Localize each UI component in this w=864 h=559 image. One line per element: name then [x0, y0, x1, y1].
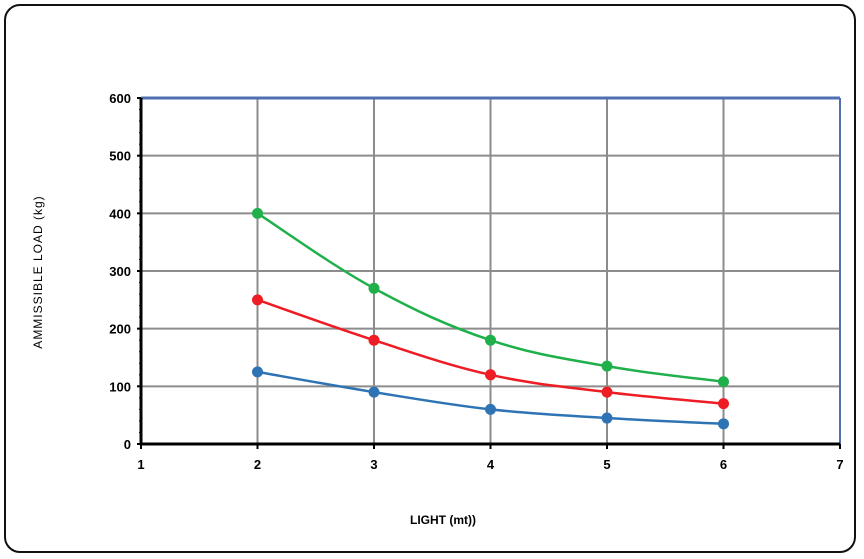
- y-tick-label: 200: [109, 322, 131, 337]
- y-axis-title: AMMISSIBLE LOAD (kg): [31, 195, 45, 348]
- x-tick-label: 4: [487, 457, 495, 472]
- data-point: [485, 334, 496, 346]
- data-point: [718, 376, 729, 388]
- series: [252, 207, 729, 430]
- data-point: [252, 366, 263, 378]
- x-tick-label: 1: [137, 457, 144, 472]
- data-point: [601, 386, 613, 398]
- data-point: [252, 294, 263, 306]
- data-point: [718, 398, 729, 410]
- data-point: [485, 403, 496, 415]
- y-tick-label: 300: [109, 264, 131, 279]
- data-point: [601, 412, 613, 424]
- y-tick-label: 100: [109, 379, 131, 394]
- data-point: [368, 282, 380, 294]
- data-point: [252, 207, 263, 219]
- x-tick-label: 2: [254, 457, 261, 472]
- y-tick-label: 400: [109, 206, 131, 221]
- x-tick-label: 5: [603, 457, 610, 472]
- y-tick-labels: 0 100 200 300 400 500 600: [109, 91, 131, 452]
- data-point: [485, 369, 496, 381]
- axes: [137, 96, 841, 449]
- x-axis-title: LIGHT (mt)): [410, 513, 476, 527]
- y-tick-label: 600: [109, 91, 131, 106]
- x-tick-label: 6: [720, 457, 727, 472]
- y-tick-label: 500: [109, 149, 131, 164]
- data-point: [368, 334, 380, 346]
- y-tick-label: 0: [124, 437, 131, 452]
- chart-frame: [4, 4, 856, 553]
- grid: [141, 98, 840, 444]
- data-point: [368, 386, 380, 398]
- data-point: [718, 418, 729, 430]
- x-tick-labels: 1 2 3 4 5 6 7: [137, 457, 843, 472]
- data-point: [601, 360, 613, 372]
- x-tick-label: 7: [836, 457, 843, 472]
- x-tick-label: 3: [370, 457, 377, 472]
